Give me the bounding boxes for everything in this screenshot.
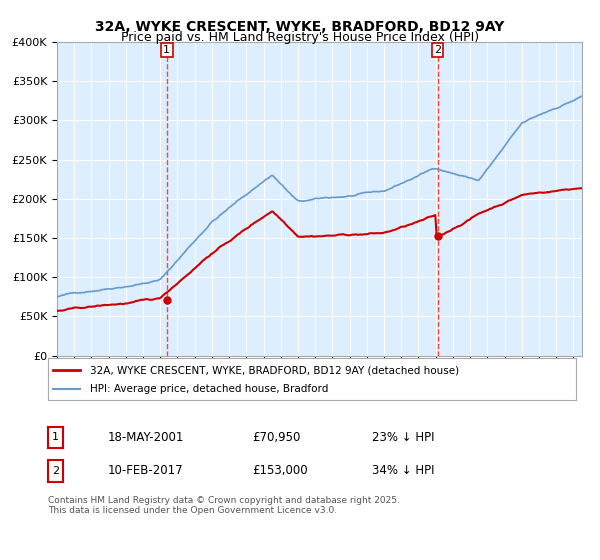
- Text: 10-FEB-2017: 10-FEB-2017: [108, 464, 184, 478]
- Text: Contains HM Land Registry data © Crown copyright and database right 2025.
This d: Contains HM Land Registry data © Crown c…: [48, 496, 400, 515]
- Text: 1: 1: [163, 45, 170, 55]
- Text: £153,000: £153,000: [252, 464, 308, 478]
- Text: 18-MAY-2001: 18-MAY-2001: [108, 431, 184, 444]
- Text: HPI: Average price, detached house, Bradford: HPI: Average price, detached house, Brad…: [90, 384, 329, 394]
- Text: 2: 2: [434, 45, 441, 55]
- Text: 1: 1: [52, 432, 59, 442]
- Text: 32A, WYKE CRESCENT, WYKE, BRADFORD, BD12 9AY: 32A, WYKE CRESCENT, WYKE, BRADFORD, BD12…: [95, 20, 505, 34]
- Text: 34% ↓ HPI: 34% ↓ HPI: [372, 464, 434, 478]
- Text: Price paid vs. HM Land Registry's House Price Index (HPI): Price paid vs. HM Land Registry's House …: [121, 31, 479, 44]
- Text: 23% ↓ HPI: 23% ↓ HPI: [372, 431, 434, 444]
- Text: £70,950: £70,950: [252, 431, 301, 444]
- Text: 32A, WYKE CRESCENT, WYKE, BRADFORD, BD12 9AY (detached house): 32A, WYKE CRESCENT, WYKE, BRADFORD, BD12…: [90, 365, 460, 375]
- Text: 2: 2: [52, 466, 59, 476]
